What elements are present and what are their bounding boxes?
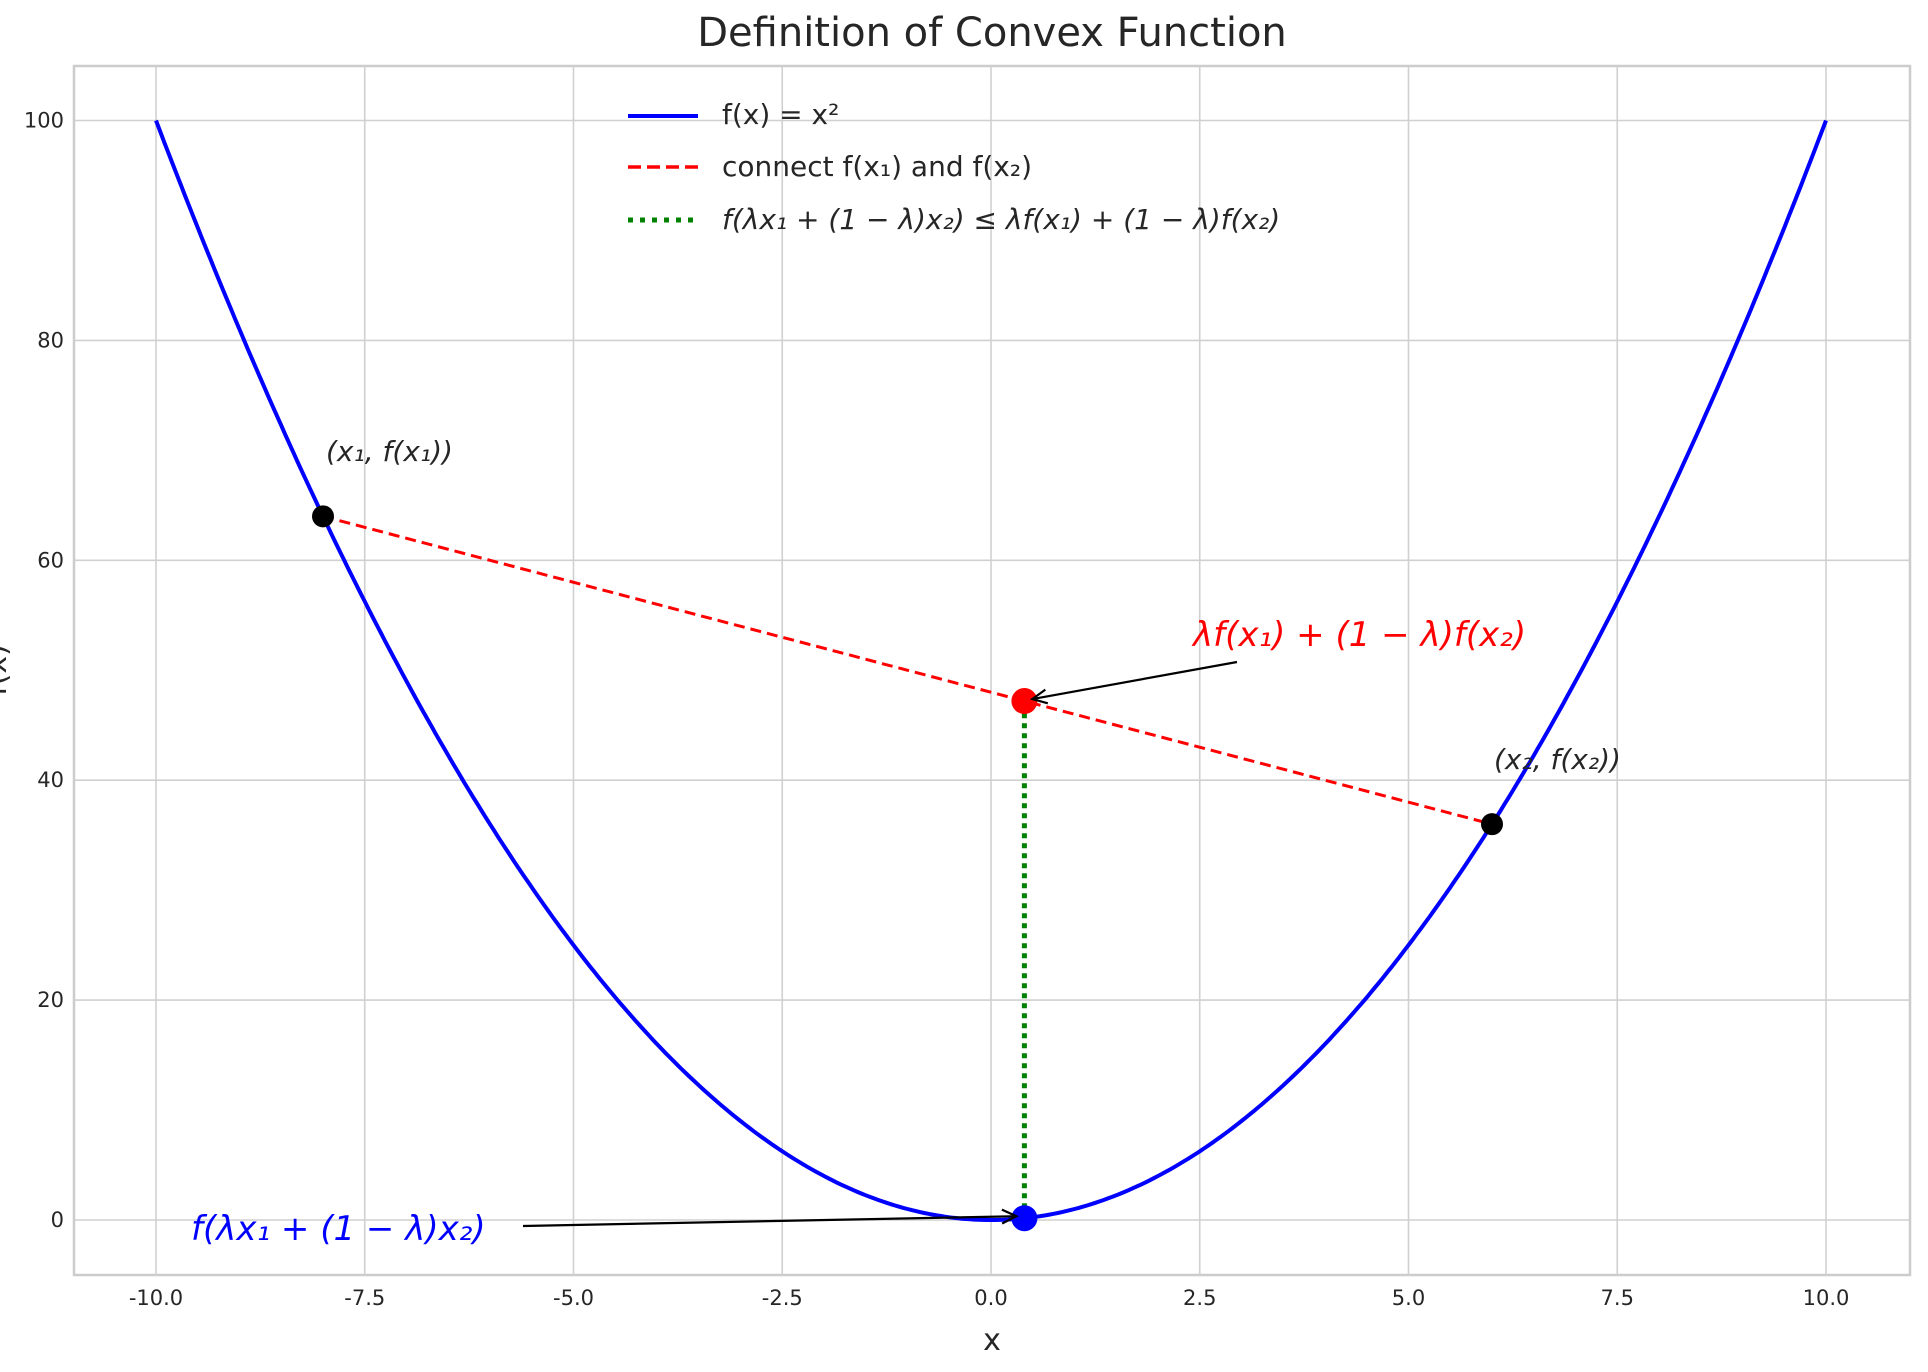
y-axis-label: f(x)	[0, 644, 14, 696]
points-layer	[312, 505, 1503, 1232]
series-layer	[154, 119, 1828, 1222]
grid	[74, 66, 1910, 1275]
point-marker	[1011, 1205, 1038, 1232]
annotation-curve-point: f(λx₁ + (1 − λ)x₂)	[191, 1209, 486, 1249]
arrow-chord-point-head	[1029, 688, 1049, 705]
legend-label-curve: f(x) = x²	[722, 98, 839, 131]
x-tick-label: 7.5	[1601, 1286, 1634, 1310]
x-axis-label: x	[983, 1323, 1001, 1358]
x-tick-label: -7.5	[344, 1286, 385, 1310]
y-tick-label: 60	[37, 548, 64, 572]
chart-title: Definition of Convex Function	[697, 10, 1287, 56]
curve-line	[154, 119, 1828, 1222]
arrow-curve-point-head	[1001, 1208, 1019, 1225]
point-marker	[1481, 813, 1503, 836]
y-tick-label: 100	[24, 109, 64, 133]
arrow-curve-point	[522, 1215, 1017, 1228]
annotation-chord-point: λf(x₁) + (1 − λ)f(x₂)	[1191, 615, 1526, 655]
legend: f(x) = x² connect f(x₁) and f(x₂) f(λx₁ …	[628, 98, 1280, 236]
x-tick-label: -2.5	[762, 1286, 803, 1310]
point-marker	[1011, 688, 1038, 715]
x-tick-label: -5.0	[553, 1286, 594, 1310]
y-tick-label: 40	[37, 768, 64, 792]
x-tick-label: 0.0	[974, 1286, 1007, 1310]
y-tick-label: 0	[51, 1208, 64, 1232]
x-tick-label: 2.5	[1183, 1286, 1216, 1310]
annotation-point-1: (x₁, f(x₁))	[326, 435, 453, 468]
x-tick-label: -10.0	[129, 1286, 183, 1310]
y-tick-label: 20	[37, 988, 64, 1012]
arrow-chord-point	[1032, 660, 1238, 701]
point-marker	[312, 505, 334, 528]
annotation-point-2: (x₂, f(x₂))	[1494, 743, 1621, 776]
chord-line	[322, 514, 1493, 826]
x-tick-label: 10.0	[1803, 1286, 1850, 1310]
annotation-arrows	[522, 660, 1238, 1228]
legend-label-inequality: f(λx₁ + (1 − λ)x₂) ≤ λf(x₁) + (1 − λ)f(x…	[722, 203, 1280, 236]
plot-area	[72, 64, 1912, 1277]
tick-labels: -10.0 -7.5 -5.0 -2.5 0.0 2.5 5.0 7.5 10.0 0 20 40 60…	[24, 109, 1849, 1311]
legend-label-chord: connect f(x₁) and f(x₂)	[722, 150, 1032, 183]
y-tick-label: 80	[37, 328, 64, 352]
x-tick-label: 5.0	[1392, 1286, 1425, 1310]
